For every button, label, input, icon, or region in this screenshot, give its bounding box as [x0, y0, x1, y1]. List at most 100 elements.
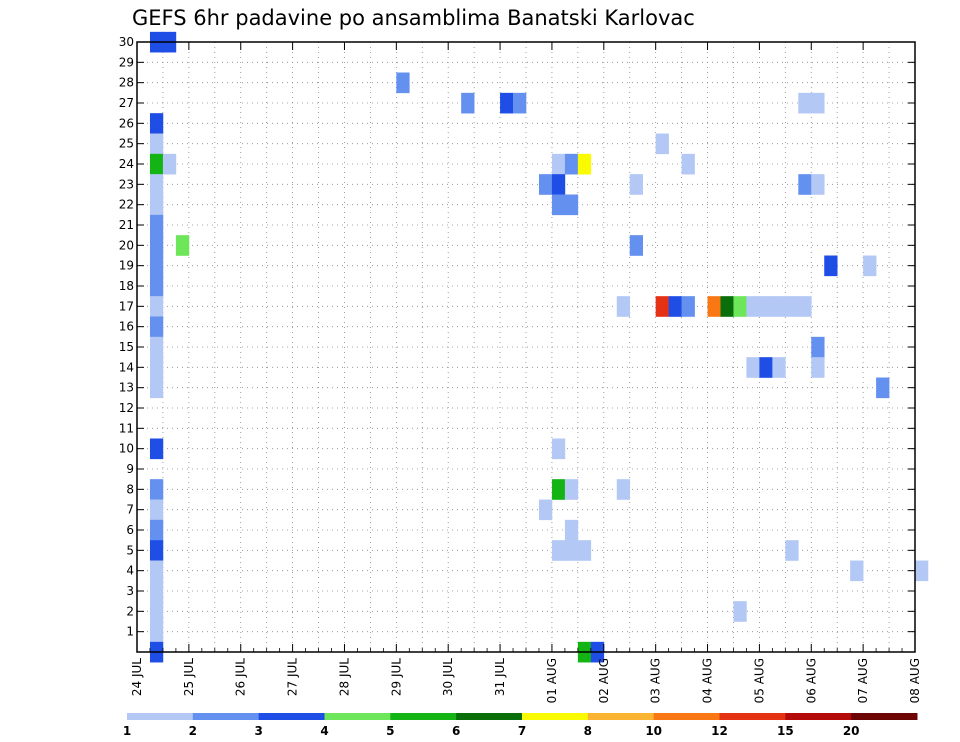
- precip-cell: [149, 580, 164, 602]
- precip-cell: [629, 235, 643, 256]
- precip-cell: [759, 296, 773, 317]
- x-tick-label: 06 AUG: [804, 658, 818, 703]
- y-tick-label: 2: [126, 604, 134, 618]
- y-tick-label: 19: [119, 259, 134, 273]
- precip-cell: [149, 275, 164, 297]
- colorbar-label: 10: [645, 724, 662, 738]
- y-tick-label: 7: [126, 503, 134, 517]
- precip-cell: [681, 153, 695, 175]
- y-tick-label: 9: [126, 462, 134, 476]
- y-tick-label: 21: [119, 218, 134, 232]
- precip-cell: [149, 357, 164, 378]
- precip-cell: [149, 153, 164, 175]
- precip-cell: [149, 214, 164, 236]
- y-tick-label: 29: [119, 55, 134, 69]
- precip-cell: [811, 336, 825, 358]
- x-tick-label: 28 JUL: [337, 658, 351, 696]
- precip-cell: [461, 92, 475, 114]
- precip-cell: [681, 296, 695, 317]
- colorbar: 1 2 3 4 5 6 7 8 10 12 15 20: [123, 713, 918, 738]
- x-tick-label: 29 JUL: [389, 658, 403, 696]
- precip-cell: [551, 540, 566, 561]
- precip-cell: [759, 357, 773, 378]
- precip-cell: [863, 255, 877, 277]
- precip-cell: [500, 92, 514, 114]
- precip-cell: [655, 133, 669, 155]
- precip-cell: [824, 255, 838, 277]
- y-tick-label: 5: [126, 543, 134, 557]
- precip-cell: [720, 296, 734, 317]
- colorbar-label: 2: [189, 724, 197, 738]
- precip-cell: [707, 296, 721, 317]
- y-tick-label: 22: [119, 198, 134, 212]
- precip-cell: [564, 519, 579, 541]
- x-tick-label: 07 AUG: [856, 658, 870, 703]
- precip-cell: [149, 133, 164, 155]
- precip-cell: [811, 174, 825, 195]
- y-tick-label: 10: [119, 442, 134, 456]
- precip-cell: [785, 296, 799, 317]
- x-tick-label: 27 JUL: [286, 658, 300, 696]
- precip-cell: [149, 479, 164, 500]
- precip-cell: [149, 174, 164, 195]
- precip-cell: [850, 560, 864, 582]
- colorbar-label: 4: [320, 724, 328, 738]
- y-axis-ticks: 1234567891011121314151617181920212223242…: [119, 35, 915, 639]
- y-tick-label: 25: [119, 137, 134, 151]
- x-tick-label: 24 JUL: [130, 658, 144, 696]
- precip-cell: [551, 153, 566, 175]
- precip-cell: [551, 174, 566, 195]
- y-tick-label: 13: [119, 381, 134, 395]
- precip-cell: [149, 255, 164, 277]
- colorbar-swatch: [587, 713, 655, 720]
- y-tick-label: 15: [119, 340, 134, 354]
- y-tick-label: 28: [119, 76, 134, 90]
- x-tick-label: 04 AUG: [701, 658, 715, 703]
- y-tick-label: 27: [119, 96, 134, 110]
- precip-cell: [564, 479, 579, 500]
- x-tick-label: 30 JUL: [441, 658, 455, 696]
- x-tick-label: 03 AUG: [649, 658, 663, 703]
- precip-cell: [149, 235, 164, 256]
- precip-cell: [564, 153, 579, 175]
- y-tick-label: 18: [119, 279, 134, 293]
- precip-cell: [149, 336, 164, 358]
- colorbar-swatch: [258, 713, 325, 720]
- precip-cell: [577, 153, 592, 175]
- precip-cell: [513, 92, 527, 114]
- precip-cell: [149, 194, 164, 216]
- colorbar-swatch: [192, 713, 260, 720]
- y-tick-label: 30: [119, 35, 134, 49]
- y-tick-label: 12: [119, 401, 134, 415]
- precip-cell: [175, 235, 190, 256]
- colorbar-label: 6: [452, 724, 460, 738]
- y-tick-label: 20: [119, 238, 134, 252]
- colorbar-label: 20: [843, 724, 860, 738]
- y-tick-label: 24: [119, 157, 134, 171]
- y-tick-label: 26: [119, 116, 134, 130]
- precip-cell: [149, 377, 164, 399]
- precip-cell: [798, 92, 812, 114]
- precip-cell: [551, 479, 566, 500]
- precip-cell: [149, 499, 164, 521]
- y-tick-label: 16: [119, 320, 134, 334]
- precip-cell: [149, 621, 164, 643]
- precip-cell: [538, 499, 553, 521]
- precip-cell: [798, 296, 812, 317]
- precip-cell: [149, 113, 164, 134]
- y-tick-label: 23: [119, 177, 134, 191]
- precip-cell: [811, 92, 825, 114]
- x-tick-label: 02 AUG: [597, 658, 611, 703]
- colorbar-swatch: [851, 713, 918, 720]
- precip-cells: [149, 31, 929, 663]
- precip-cell: [538, 174, 553, 195]
- y-tick-label: 17: [119, 299, 134, 313]
- colorbar-swatch: [719, 713, 786, 720]
- colorbar-swatch: [390, 713, 457, 720]
- precip-cell: [746, 296, 760, 317]
- precip-cell: [915, 560, 929, 582]
- y-tick-label: 3: [126, 584, 134, 598]
- precip-cell: [746, 357, 760, 378]
- y-tick-label: 6: [126, 523, 134, 537]
- x-tick-label: 25 JUL: [182, 658, 196, 696]
